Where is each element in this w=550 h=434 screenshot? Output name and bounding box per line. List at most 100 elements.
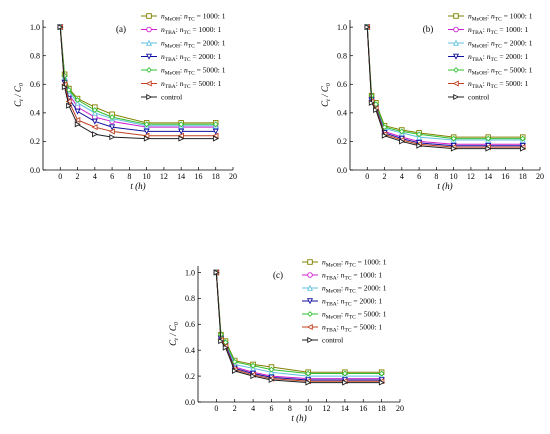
x-tick-label: 18 bbox=[378, 404, 386, 413]
data-point bbox=[61, 84, 68, 91]
x-tick-label: 6 bbox=[110, 172, 114, 181]
legend-marker bbox=[145, 53, 153, 60]
x-tick-label: 4 bbox=[251, 404, 255, 413]
y-tick-label: 0.8 bbox=[337, 52, 347, 61]
data-point bbox=[74, 108, 81, 115]
legend-entry-0: nMeOH: nTC = 1000: 1 bbox=[322, 258, 387, 269]
legend-marker bbox=[453, 26, 459, 33]
data-point bbox=[250, 373, 257, 380]
data-point bbox=[364, 24, 371, 31]
legend-entry-5: nTBA: nTC = 5000: 1 bbox=[322, 323, 382, 334]
data-point bbox=[74, 121, 81, 128]
data-point bbox=[231, 367, 239, 374]
series-line-1 bbox=[59, 27, 216, 128]
y-axis-label: Ct / C0 bbox=[13, 83, 25, 107]
data-point bbox=[268, 366, 275, 373]
legend-entry-3: nTBA: nTC = 2000: 1 bbox=[161, 52, 221, 63]
legend-entry-0: nMeOH: nTC = 1000: 1 bbox=[468, 12, 533, 23]
data-point bbox=[143, 128, 150, 135]
data-point bbox=[74, 97, 81, 103]
x-tick-label: 20 bbox=[229, 172, 237, 181]
data-point bbox=[212, 128, 219, 135]
data-point bbox=[177, 132, 184, 139]
legend-entry-3: nTBA: nTC = 2000: 1 bbox=[322, 297, 382, 308]
x-tick-label: 12 bbox=[467, 172, 475, 181]
data-point bbox=[178, 135, 185, 142]
data-point bbox=[108, 128, 115, 135]
legend-entry-3: nTBA: nTC = 2000: 1 bbox=[468, 52, 528, 63]
y-axis-label: Ct / C0 bbox=[320, 83, 332, 107]
y-tick-label: 0.4 bbox=[337, 109, 347, 118]
legend-entry-2: nMeOH: nTC = 2000: 1 bbox=[468, 39, 533, 50]
x-tick-label: 2 bbox=[383, 172, 387, 181]
x-tick-label: 2 bbox=[233, 404, 237, 413]
legend-marker bbox=[145, 39, 153, 46]
legend-marker bbox=[307, 259, 313, 265]
y-tick-label: 1.0 bbox=[337, 23, 347, 32]
x-axis-label: t (h) bbox=[130, 181, 145, 191]
legend-marker bbox=[307, 336, 314, 344]
x-tick-label: 20 bbox=[396, 404, 404, 413]
legend-entry-1: nTBA: nTC = 1000: 1 bbox=[161, 25, 221, 36]
legend-marker bbox=[146, 26, 152, 33]
legend-marker bbox=[306, 298, 314, 305]
data-point bbox=[218, 338, 225, 345]
chart-panel-b: 0 2 4 6 8 10 12 14 16 18 20 0.0 0.2 0.4 0.6 0.8 1.0 t (h)… bbox=[320, 12, 544, 192]
data-point bbox=[485, 145, 492, 152]
data-point bbox=[416, 142, 423, 149]
legend-marker bbox=[452, 53, 460, 60]
x-tick-label: 4 bbox=[93, 172, 97, 181]
data-point bbox=[222, 344, 229, 351]
legend-marker bbox=[145, 80, 152, 87]
legend-marker bbox=[453, 67, 459, 73]
legend-marker bbox=[306, 284, 314, 291]
chart-panel-a: 0 2 4 6 8 10 12 14 16 18 20 0.0 0.2 0.4 0.6 0.8 1.0 t (h)… bbox=[13, 12, 237, 192]
x-axis-label: t (h) bbox=[291, 413, 306, 423]
data-point bbox=[57, 24, 64, 31]
x-tick-label: 20 bbox=[536, 172, 544, 181]
data-point bbox=[372, 101, 379, 108]
data-point bbox=[143, 135, 150, 142]
legend-entry-4: nMeOH: nTC = 5000: 1 bbox=[468, 66, 533, 77]
legend-marker bbox=[452, 39, 460, 46]
x-tick-label: 6 bbox=[269, 404, 273, 413]
legend-entry-6: control bbox=[468, 93, 489, 102]
y-tick-label: 0.6 bbox=[185, 320, 195, 329]
panel-label: (c) bbox=[273, 270, 283, 280]
y-tick-label: 0.0 bbox=[185, 398, 195, 407]
x-tick-label: 16 bbox=[194, 172, 202, 181]
legend-entry-5: nTBA: nTC = 5000: 1 bbox=[161, 79, 221, 90]
legend-marker bbox=[307, 311, 313, 317]
x-tick-label: 10 bbox=[450, 172, 458, 181]
x-tick-label: 2 bbox=[76, 172, 80, 181]
legend-entry-6: control bbox=[161, 93, 182, 102]
data-point bbox=[212, 132, 219, 139]
data-point bbox=[250, 362, 257, 369]
data-point bbox=[378, 370, 385, 377]
y-tick-label: 0.2 bbox=[337, 137, 347, 146]
data-point bbox=[109, 114, 116, 121]
legend-entry-2: nMeOH: nTC = 2000: 1 bbox=[161, 39, 226, 50]
x-tick-label: 0 bbox=[214, 404, 218, 413]
legend-marker bbox=[452, 80, 459, 87]
data-point bbox=[178, 121, 185, 128]
legend-entry-2: nMeOH: nTC = 2000: 1 bbox=[322, 284, 387, 295]
data-point bbox=[416, 131, 423, 138]
chart-panel-c: 0 2 4 6 8 10 12 14 16 18 20 0.0 0.2 0.4 0.6 0.8 1.0 t (h)… bbox=[168, 258, 404, 424]
legend-marker bbox=[146, 67, 152, 73]
x-tick-label: 10 bbox=[143, 172, 151, 181]
data-point bbox=[368, 99, 375, 106]
y-tick-label: 0.2 bbox=[30, 137, 40, 146]
x-axis-label: t (h) bbox=[437, 181, 452, 191]
x-tick-label: 14 bbox=[341, 404, 349, 413]
data-point bbox=[519, 145, 527, 152]
data-point bbox=[212, 121, 219, 128]
data-point bbox=[212, 135, 220, 142]
data-point bbox=[305, 379, 312, 386]
data-point bbox=[378, 379, 385, 386]
legend-entry-4: nMeOH: nTC = 5000: 1 bbox=[322, 310, 387, 321]
data-point bbox=[66, 102, 73, 109]
legend-entry-1: nTBA: nTC = 1000: 1 bbox=[322, 271, 382, 282]
panel-label: (b) bbox=[423, 24, 434, 34]
